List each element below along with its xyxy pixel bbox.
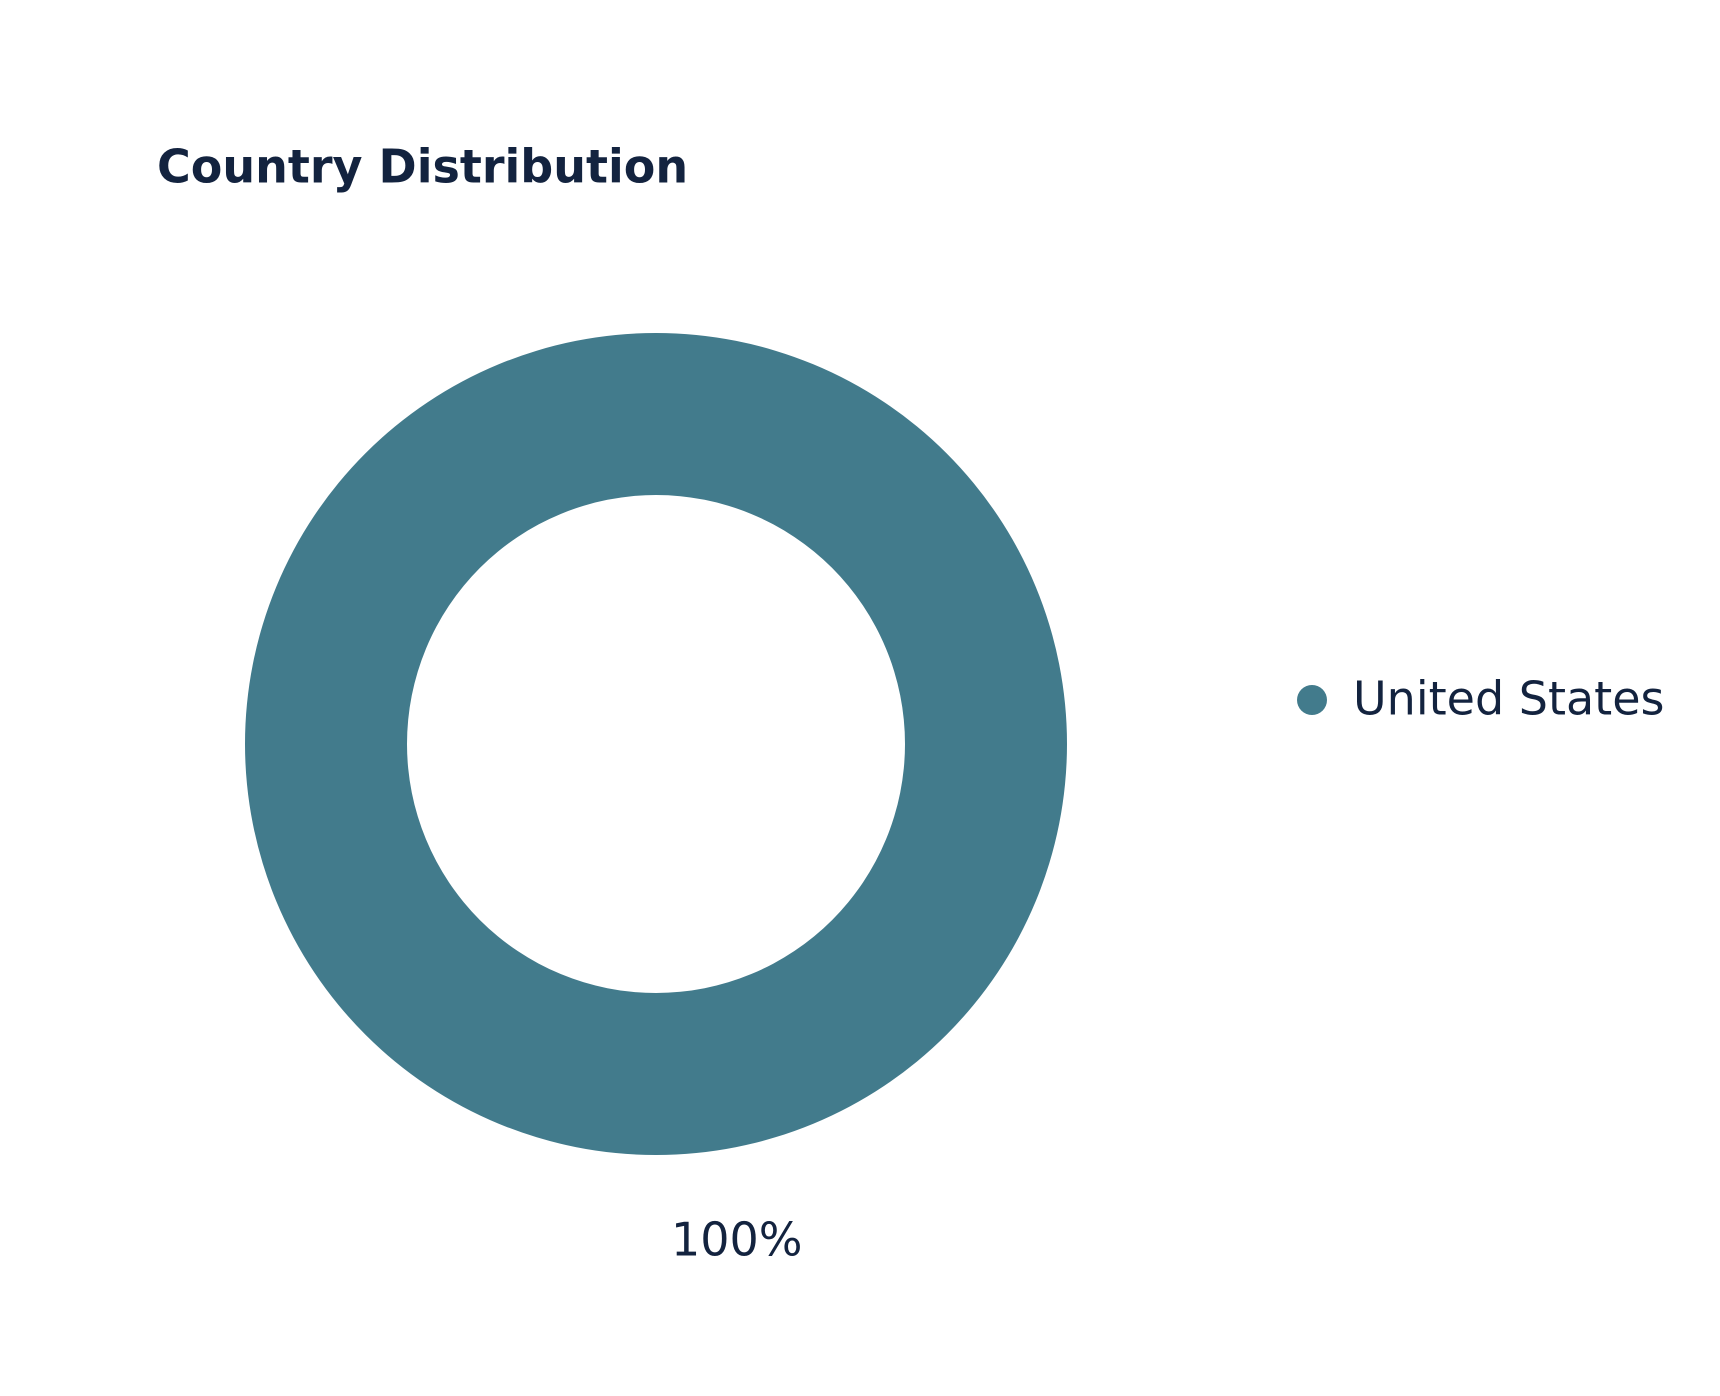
legend-marker xyxy=(1297,685,1327,715)
slice-label: 100% xyxy=(671,1213,803,1267)
legend-label: United States xyxy=(1353,672,1665,726)
pie-slice xyxy=(245,333,1067,1155)
chart-title: Country Distribution xyxy=(157,140,688,194)
